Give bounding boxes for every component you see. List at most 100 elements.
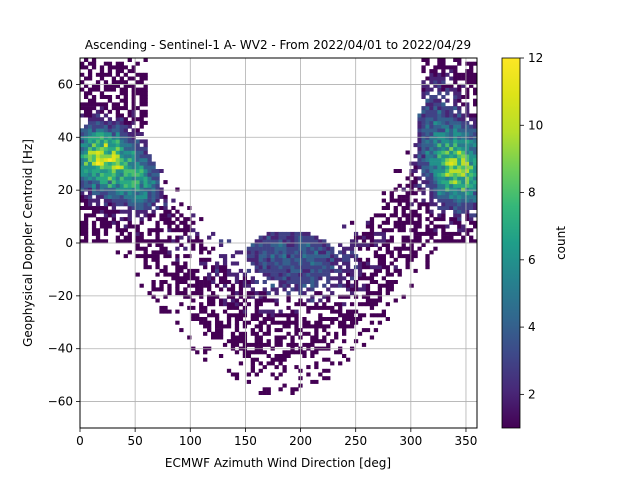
heatmap-cell — [457, 172, 462, 177]
heatmap-cell — [413, 254, 418, 259]
heatmap-cell — [115, 83, 120, 88]
heatmap-cell — [413, 220, 418, 225]
heatmap-cell — [425, 120, 430, 125]
heatmap-cell — [457, 76, 462, 81]
heatmap-cell — [95, 146, 101, 151]
heatmap-cell — [294, 317, 299, 321]
heatmap-cell — [326, 254, 331, 259]
heatmap-cell — [381, 276, 386, 281]
heatmap-cell — [119, 124, 124, 129]
heatmap-cell — [441, 150, 446, 155]
heatmap-cell — [405, 257, 410, 262]
heatmap-cell — [401, 246, 406, 251]
heatmap-cell — [330, 305, 335, 310]
heatmap-cell — [262, 317, 267, 321]
heatmap-cell — [123, 143, 128, 148]
y-axis-label: Geophysical Doppler Centroid [Hz] — [21, 139, 35, 347]
heatmap-cell — [294, 243, 299, 247]
heatmap-cell — [183, 280, 188, 284]
heatmap-cell — [218, 280, 224, 284]
heatmap-cell — [457, 143, 462, 148]
heatmap-cell — [87, 87, 93, 92]
heatmap-cell — [389, 191, 394, 196]
heatmap-cell — [254, 372, 259, 377]
heatmap-cell — [103, 220, 109, 225]
heatmap-cell — [195, 313, 200, 318]
heatmap-cell — [274, 342, 279, 347]
heatmap-cell — [357, 313, 363, 318]
heatmap-cell — [473, 213, 477, 218]
heatmap-cell — [441, 128, 446, 133]
heatmap-cell — [322, 239, 327, 244]
heatmap-cell — [131, 143, 136, 148]
heatmap-cell — [191, 317, 196, 321]
heatmap-cell — [107, 194, 113, 199]
heatmap-cell — [433, 98, 438, 103]
heatmap-cell — [234, 261, 240, 266]
heatmap-cell — [214, 331, 220, 336]
heatmap-cell — [115, 69, 120, 74]
heatmap-cell — [286, 280, 291, 284]
heatmap-cell — [389, 213, 394, 218]
heatmap-cell — [433, 139, 438, 144]
heatmap-cell — [413, 183, 418, 188]
heatmap-cell — [91, 176, 97, 181]
heatmap-cell — [139, 161, 144, 166]
heatmap-cell — [433, 154, 438, 159]
heatmap-cell — [345, 265, 351, 270]
heatmap-cell — [135, 80, 140, 85]
heatmap-cell — [99, 102, 105, 107]
heatmap-cell — [199, 294, 204, 299]
heatmap-cell — [135, 213, 140, 218]
heatmap-cell — [87, 191, 93, 196]
heatmap-cell — [119, 128, 124, 133]
heatmap-cell — [330, 339, 335, 344]
heatmap-cell — [465, 157, 470, 162]
heatmap-cell — [234, 350, 240, 355]
heatmap-cell — [365, 294, 371, 299]
heatmap-cell — [473, 132, 477, 136]
heatmap-cell — [139, 113, 144, 118]
heatmap-cell — [433, 172, 438, 177]
heatmap-cell — [425, 61, 430, 66]
heatmap-cell — [457, 61, 462, 66]
heatmap-cell — [135, 194, 140, 199]
heatmap-cell — [457, 169, 462, 173]
heatmap-cell — [207, 280, 212, 284]
heatmap-cell — [199, 291, 204, 296]
heatmap-cell — [147, 157, 152, 162]
heatmap-cell — [473, 176, 477, 181]
heatmap-cell — [203, 261, 208, 266]
heatmap-cell — [449, 235, 454, 240]
heatmap-cell — [139, 220, 144, 225]
heatmap-cell — [282, 335, 287, 340]
heatmap-cell — [159, 187, 164, 192]
heatmap-cell — [401, 254, 406, 259]
heatmap-cell — [286, 268, 291, 273]
heatmap-cell — [453, 150, 458, 155]
heatmap-cell — [123, 154, 128, 159]
heatmap-cell — [453, 76, 458, 81]
heatmap-cell — [131, 120, 136, 125]
heatmap-cell — [139, 139, 144, 144]
heatmap-cell — [397, 202, 402, 207]
heatmap-cell — [413, 231, 418, 236]
heatmap-cell — [278, 357, 283, 362]
heatmap-cell — [123, 87, 128, 92]
heatmap-cell — [167, 291, 172, 296]
heatmap-cell — [421, 106, 426, 111]
heatmap-cell — [115, 169, 120, 173]
heatmap-cell — [334, 350, 339, 355]
heatmap-cell — [171, 276, 176, 281]
heatmap-cell — [445, 91, 450, 96]
heatmap-cell — [139, 120, 144, 125]
heatmap-cell — [445, 150, 450, 155]
heatmap-cell — [429, 194, 434, 199]
heatmap-cell — [377, 320, 383, 325]
heatmap-cell — [445, 231, 450, 236]
heatmap-cell — [234, 372, 240, 377]
heatmap-cell — [131, 150, 136, 155]
heatmap-cell — [449, 183, 454, 188]
heatmap-cell — [115, 154, 120, 159]
